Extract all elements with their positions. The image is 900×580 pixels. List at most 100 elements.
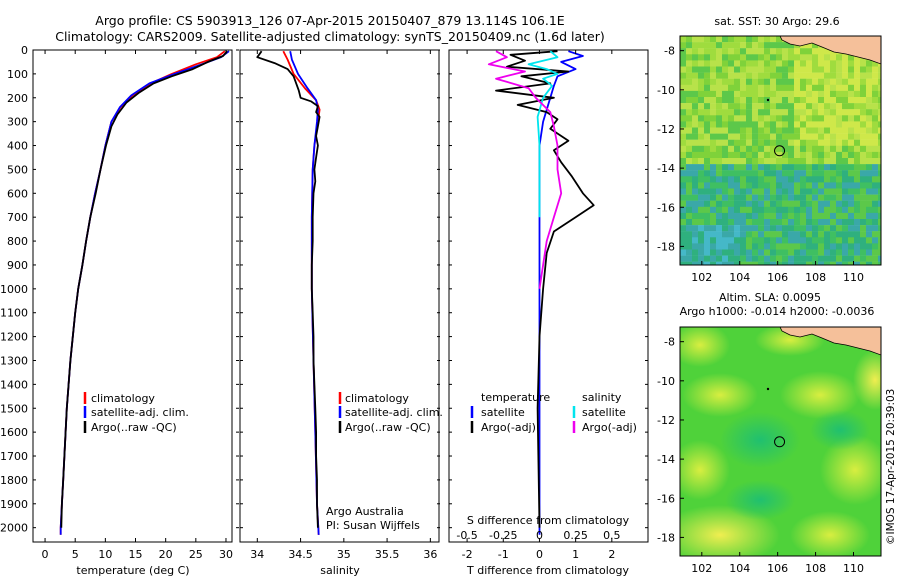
sst-pixel [740, 72, 747, 79]
sst-pixel [770, 151, 777, 159]
sst-pixel [758, 182, 765, 189]
sst-pixel [770, 225, 777, 232]
sst-pixel [686, 206, 693, 214]
sst-pixel [734, 115, 741, 122]
sst-pixel [770, 158, 777, 165]
sst-pixel [872, 139, 879, 146]
sst-pixel [830, 176, 837, 183]
sst-pixel [710, 219, 717, 226]
sst-pixel [824, 151, 831, 159]
sst-pixel [776, 127, 783, 134]
sst-pixel [710, 182, 717, 189]
sst-pixel [800, 231, 807, 238]
sst-pixel [818, 170, 825, 177]
sst-pixel [722, 145, 729, 153]
sst-pixel [764, 158, 771, 165]
sst-pixel [842, 237, 849, 244]
sst-pixel [848, 243, 855, 250]
sst-pixel [818, 72, 825, 79]
sst-pixel [878, 200, 881, 207]
x-tick-label: 2 [608, 548, 615, 561]
sst-pixel [698, 170, 705, 177]
sst-pixel [800, 176, 807, 183]
sst-pixel [794, 90, 801, 98]
sst-pixel [692, 139, 699, 146]
sst-pixel [782, 255, 789, 262]
sst-pixel [722, 261, 729, 265]
sst-pixel [746, 261, 753, 265]
sst-pixel [680, 66, 687, 73]
sst-pixel [836, 194, 843, 201]
sst-pixel [818, 66, 825, 73]
sst-pixel [704, 139, 711, 146]
sst-pixel [788, 194, 795, 201]
sst-pixel [770, 194, 777, 201]
sst-pixel [758, 176, 765, 183]
sst-pixel [824, 243, 831, 250]
sst-pixel [788, 182, 795, 189]
sst-pixel [740, 176, 747, 183]
sst-pixel [704, 133, 711, 140]
sst-pixel [794, 255, 801, 262]
sst-pixel [710, 145, 717, 153]
sst-pixel [722, 182, 729, 189]
sst-pixel [878, 243, 881, 250]
sst-pixel [794, 249, 801, 256]
sst-pixel [758, 115, 765, 122]
sst-pixel [782, 109, 789, 116]
sst-pixel [860, 243, 867, 250]
sst-pixel [776, 109, 783, 116]
sst-pixel [782, 206, 789, 214]
sst-pixel [734, 72, 741, 79]
sst-pixel [872, 66, 879, 73]
sst-pixel [872, 151, 879, 159]
sst-pixel [776, 194, 783, 201]
sst-pixel [698, 90, 705, 98]
sst-pixel [824, 90, 831, 98]
sst-pixel [722, 78, 729, 85]
sst-pixel [806, 145, 813, 153]
sst-pixel [806, 127, 813, 134]
sst-pixel [692, 97, 699, 104]
sst-pixel [812, 237, 819, 244]
sst-pixel [878, 164, 881, 171]
sst-pixel [764, 237, 771, 244]
sst-pixel [872, 170, 879, 177]
x-tick-label: 30 [219, 548, 233, 561]
sst-pixel [866, 249, 873, 256]
sst-pixel [824, 115, 831, 122]
sst-pixel [692, 90, 699, 98]
sst-pixel [848, 170, 855, 177]
sst-pixel [740, 225, 747, 232]
sst-pixel [722, 219, 729, 226]
sst-pixel [764, 176, 771, 183]
map-x-tick-label: 104 [729, 271, 750, 284]
sst-pixel [854, 60, 861, 67]
sst-pixel [830, 243, 837, 250]
sst-pixel [758, 109, 765, 116]
sst-pixel [824, 261, 831, 265]
sst-pixel [854, 188, 861, 195]
sst-pixel [836, 90, 843, 98]
sst-pixel [686, 164, 693, 171]
sla-high-patch [790, 511, 870, 556]
sst-pixel [878, 255, 881, 262]
sst-pixel [830, 54, 837, 61]
sst-pixel [782, 121, 789, 128]
sst-pixel [776, 225, 783, 232]
sst-pixel [788, 249, 795, 256]
sst-pixel [860, 121, 867, 128]
x-tick-label: 0 [536, 548, 543, 561]
sst-pixel [758, 103, 765, 110]
depth-tick-label: 1900 [0, 498, 28, 511]
sst-pixel [740, 139, 747, 146]
sst-pixel [878, 139, 881, 146]
sst-pixel [818, 84, 825, 92]
sst-pixel [776, 170, 783, 177]
sst-pixel [830, 188, 837, 195]
sst-pixel [728, 158, 735, 165]
sst-pixel [722, 225, 729, 232]
sst-pixel [776, 42, 783, 49]
sst-pixel [818, 200, 825, 207]
